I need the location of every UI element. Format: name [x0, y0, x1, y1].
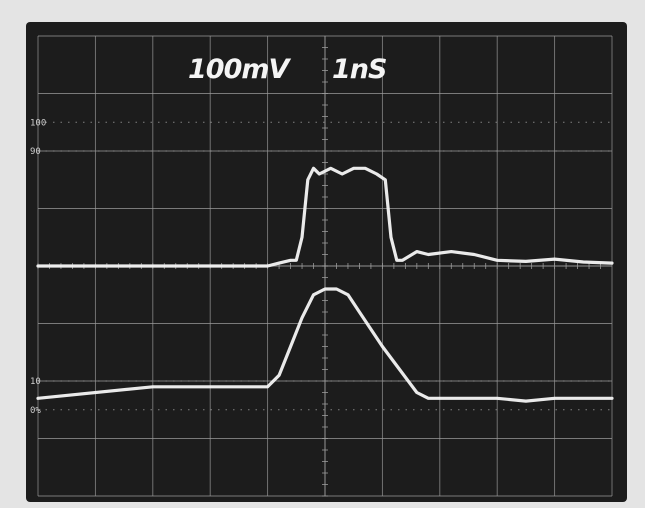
graticule-markers: 100 90 10 0% — [30, 118, 46, 416]
graticule-marker-label: 90 — [30, 147, 41, 157]
waveform-trace-2 — [36, 287, 614, 403]
graticule-minor-ticks — [37, 47, 612, 497]
graticule-marker-label: 10 — [30, 377, 41, 387]
graticule-marker-label: 0% — [30, 406, 41, 416]
time-per-div-readout: 1nS — [332, 54, 386, 85]
volts-per-div-readout: 100mV — [188, 54, 291, 85]
waveform-traces — [36, 166, 614, 403]
graticule-marker-label: 100 — [30, 118, 46, 128]
waveform-trace-1 — [36, 166, 614, 268]
crt-screen — [26, 22, 627, 502]
